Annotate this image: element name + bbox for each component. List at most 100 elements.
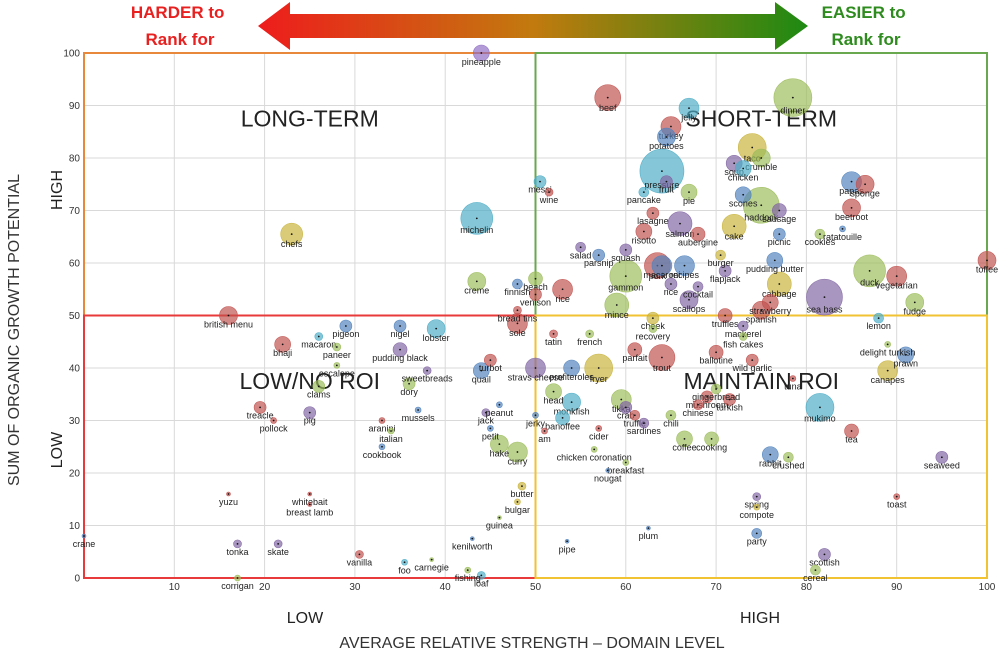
bubble-point: pancake — [627, 186, 661, 205]
bubble-center-dot — [651, 317, 654, 320]
bubble-point: salad — [570, 241, 591, 260]
y-tick-label: 20 — [69, 469, 81, 480]
bubble-center-dot — [543, 430, 546, 432]
bubble-label: aubergine — [678, 238, 718, 248]
bubble-point: michelin — [460, 202, 493, 235]
bubble-label: michelin — [460, 225, 493, 235]
bubble-point: turkish — [716, 393, 743, 413]
bubble-point: strawberry — [749, 294, 792, 316]
bubble-point: scottish — [809, 548, 840, 567]
bubble-point: beef — [594, 84, 622, 113]
bubble-point: dory — [400, 377, 418, 397]
bubble-point: tonka — [226, 539, 249, 557]
x-high-label: HIGH — [740, 610, 780, 627]
bubble-label: profiteroles — [549, 372, 594, 382]
bubble-point: risotto — [632, 223, 656, 245]
bubble-label: crane — [73, 539, 96, 549]
bubble-center-dot — [236, 577, 239, 579]
bubble-center-dot — [819, 233, 821, 236]
bubble-point: prawn — [893, 346, 918, 369]
bubble-point: vegetarian — [876, 265, 918, 291]
bubble-center-dot — [277, 542, 280, 545]
bubble-point: fryer — [584, 353, 614, 384]
bubble-center-dot — [534, 293, 537, 296]
bubble-center-dot — [624, 461, 627, 464]
bubble-label: british menu — [204, 320, 253, 330]
bubble-label: toast — [887, 500, 907, 510]
bubble-label: gingerbread — [692, 392, 740, 402]
bubble-point: cereal — [803, 564, 828, 583]
x-tick-label: 60 — [620, 582, 632, 593]
bubble-label: dory — [400, 387, 418, 397]
bubble-label: lemon — [866, 321, 891, 331]
bubble-center-dot — [913, 301, 916, 304]
bubble-point: clams — [307, 380, 331, 399]
bubble-point: treacle — [247, 401, 274, 420]
bubble-label: cookies — [805, 237, 836, 247]
bubble-point: party — [747, 528, 767, 546]
y-tick-label: 10 — [69, 521, 81, 532]
bubble-label: kenilworth — [452, 542, 493, 552]
bubble-center-dot — [642, 230, 645, 233]
bubble-center-dot — [570, 367, 573, 369]
bubble-center-dot — [651, 327, 654, 330]
bubble-point: duck — [853, 254, 886, 287]
bubble-center-dot — [688, 107, 690, 110]
easier-line-2: Rank for — [832, 30, 901, 49]
bubble-label: fishing — [455, 573, 481, 583]
bubble-center-dot — [308, 411, 311, 414]
bubble-point: fudge — [903, 293, 926, 317]
bubble-point: truffles — [712, 308, 739, 329]
bubble-center-dot — [236, 542, 239, 545]
bubble-point: beach — [523, 271, 548, 292]
bubble-center-dot — [895, 495, 898, 498]
bubble-label: mushroom — [686, 400, 729, 410]
bubble-label: mince — [605, 310, 629, 320]
bubble-point: jelly — [678, 97, 700, 123]
x-tick-label: 50 — [530, 582, 542, 593]
bubble-label: pigeon — [332, 329, 359, 339]
bubble-center-dot — [715, 388, 717, 390]
bubble-center-dot — [516, 309, 519, 312]
bubble-center-dot — [606, 469, 609, 472]
bubble-center-dot — [760, 157, 763, 159]
bubble-point: mussels — [402, 406, 435, 423]
bubble-label: pudding black — [372, 353, 428, 363]
bubble-label: delight turkish — [860, 347, 916, 357]
bubble-label: sponge — [850, 188, 880, 198]
bubble-center-dot — [606, 96, 609, 99]
bubble-label: gammon — [608, 283, 643, 293]
bubble-point: aubergine — [678, 226, 718, 248]
bubble-point: trout — [648, 344, 676, 373]
bubble-label: recovery — [636, 332, 671, 342]
bubble-center-dot — [498, 443, 501, 446]
bubble-center-dot — [480, 52, 483, 54]
bubble-label: head — [544, 395, 564, 405]
bubble-point: lemon — [866, 312, 891, 331]
bubble-point: whitebait — [291, 491, 328, 507]
y-tick-label: 30 — [69, 416, 81, 427]
bubble-label: squash — [611, 253, 640, 263]
bubble-center-dot — [624, 275, 627, 278]
easier-line-1: EASIER to — [822, 3, 906, 22]
bubble-point: cocktail — [683, 281, 713, 300]
bubble-point: profiteroles — [549, 359, 594, 382]
bubble-point: crumble — [745, 148, 777, 172]
bubble-point: dinner — [773, 78, 813, 117]
y-tick-label: 70 — [69, 206, 81, 217]
bubble-point: cookbook — [363, 443, 402, 460]
x-tick-label: 30 — [349, 582, 361, 593]
direction-arrow — [258, 2, 808, 50]
bubble-label: pipe — [559, 544, 576, 554]
bubble-point: sponge — [850, 174, 880, 198]
bubble-label: compote — [739, 510, 774, 520]
bubble-point: breast lamb — [286, 502, 333, 518]
bubble-label: prawn — [893, 359, 918, 369]
bubble-point: toffee — [976, 251, 998, 275]
bubble-label: petit — [482, 431, 500, 441]
bubble-center-dot — [552, 332, 555, 335]
bubble-point: bhaji — [273, 336, 292, 358]
bubble-center-dot — [475, 280, 478, 283]
bubble-label: corrigan — [221, 581, 254, 591]
bubble-label: paneer — [323, 350, 351, 360]
